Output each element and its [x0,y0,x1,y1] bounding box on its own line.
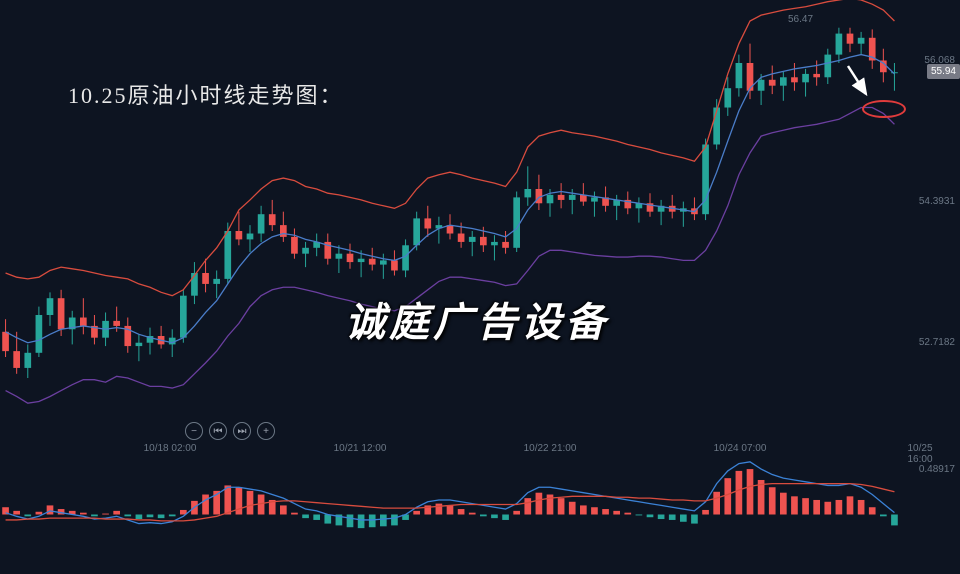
chart-container: 56.06854.393152.7182 55.94 10.25原油小时线走势图… [0,0,960,569]
main-price-chart[interactable] [0,0,900,420]
zoom-out-button[interactable]: − [185,422,203,440]
watermark-text: 诚庭广告设备 [345,290,609,348]
chart-controls: − ⏮ ⏭ + [185,422,275,440]
chart-title: 10.25原油小时线走势图： [68,78,344,110]
macd-y-label: 0.48917 [919,464,955,475]
price-y-axis: 56.06854.393152.7182 55.94 [900,0,960,420]
time-x-axis: 10/18 02:0010/21 12:0010/22 21:0010/24 0… [0,443,900,458]
current-price-tag: 55.94 [927,64,960,79]
macd-svg [0,460,900,569]
macd-indicator-chart[interactable] [0,460,900,569]
prev-button[interactable]: ⏮ [209,422,227,440]
zoom-in-button[interactable]: + [257,422,275,440]
main-chart-svg [0,0,900,420]
annotation-ellipse [862,100,906,118]
next-button[interactable]: ⏭ [233,422,251,440]
high-price-label: 56.47 [788,14,813,25]
